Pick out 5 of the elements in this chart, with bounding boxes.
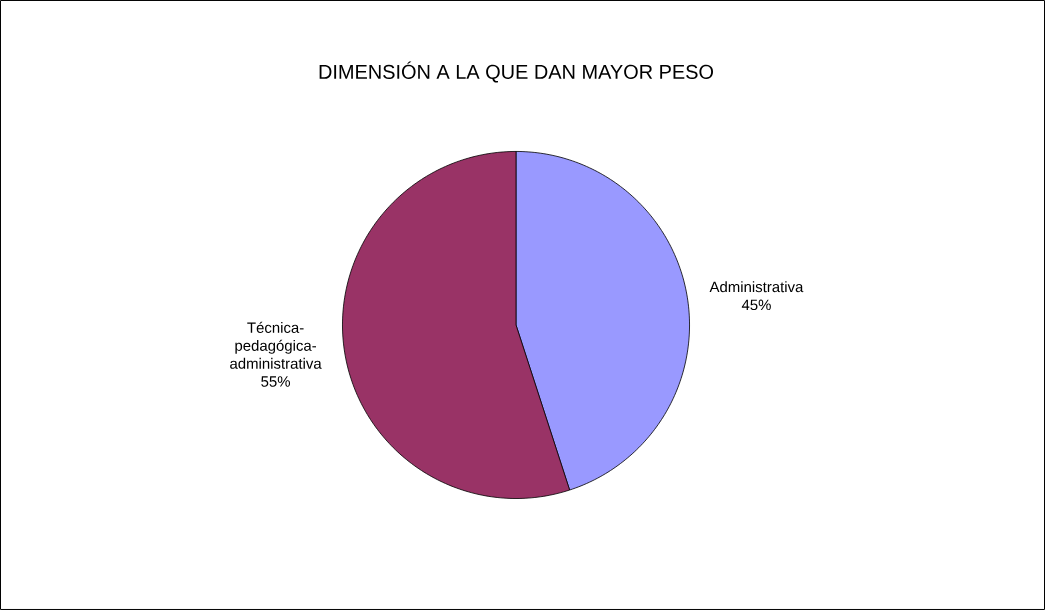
- data-label: 55%: [261, 376, 290, 387]
- slice-label: Técnica-pedagógica-administrativa: [230, 321, 322, 369]
- data-label: 45%: [741, 299, 771, 311]
- chart-title: DIMENSIÓN A LA QUE DAN MAYOR PESO: [319, 61, 714, 83]
- slice-label: Administrativa: [709, 281, 804, 293]
